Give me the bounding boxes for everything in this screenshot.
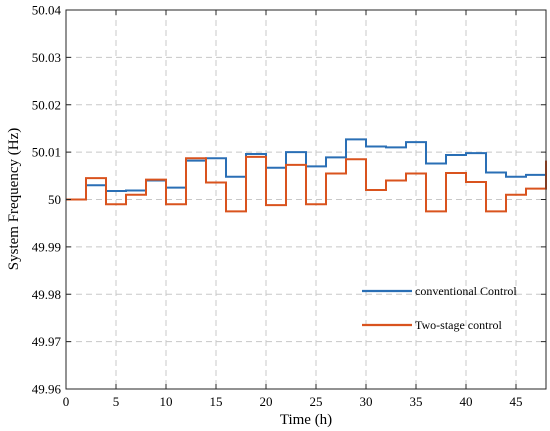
y-axis-title: System Frequency (Hz) xyxy=(6,128,22,270)
legend-label-two-stage: Two-stage control xyxy=(415,318,502,332)
x-tick-label: 0 xyxy=(63,394,70,409)
y-tick-label: 50.04 xyxy=(32,3,62,18)
legend-label-conventional: conventional Control xyxy=(415,284,517,298)
x-tick-label: 15 xyxy=(210,394,223,409)
x-tick-label: 35 xyxy=(410,394,423,409)
ticks: 0 5 10 15 20 25 30 35 40 45 49.96 49.97 49.98 49.99 50… xyxy=(32,3,546,409)
x-tick-label: 30 xyxy=(360,394,373,409)
x-tick-label: 20 xyxy=(260,394,273,409)
y-tick-label: 50.02 xyxy=(32,97,61,112)
y-tick-label: 49.98 xyxy=(32,287,61,302)
x-tick-label: 10 xyxy=(160,394,173,409)
series-group xyxy=(66,138,547,213)
y-tick-label: 50.01 xyxy=(32,145,61,160)
x-tick-label: 5 xyxy=(113,394,120,409)
x-axis-title: Time (h) xyxy=(280,412,332,428)
y-tick-label: 49.99 xyxy=(32,239,61,254)
x-tick-label: 25 xyxy=(310,394,323,409)
x-tick-label: 40 xyxy=(460,394,473,409)
y-tick-label: 49.96 xyxy=(32,382,62,397)
y-tick-label: 50.03 xyxy=(32,50,61,65)
legend: conventional Control Two-stage control xyxy=(362,284,517,332)
series-line-two-stage xyxy=(66,155,547,213)
y-tick-label: 49.97 xyxy=(32,334,62,349)
y-tick-label: 50 xyxy=(48,192,61,207)
x-tick-label: 45 xyxy=(510,394,523,409)
